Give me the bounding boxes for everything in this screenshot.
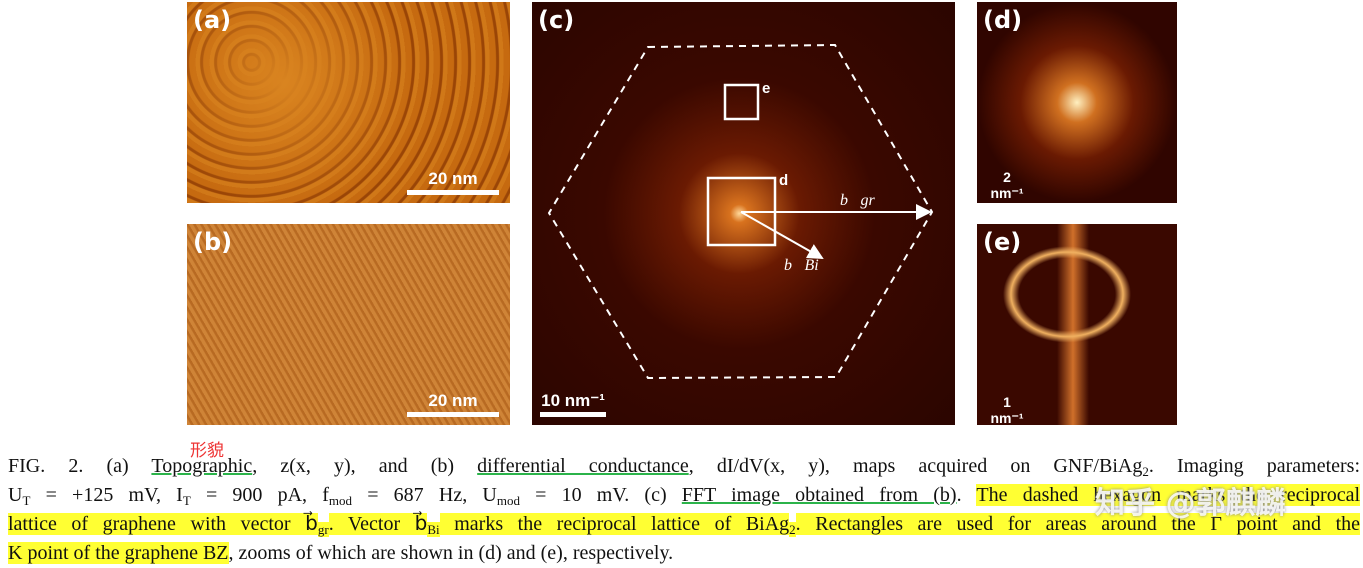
caption-line: lattice of graphene with vector b⃗gr. Ve… — [8, 510, 1361, 539]
caption-text: FIG. 2. (a) — [8, 455, 152, 477]
caption-text: differential conductance — [477, 455, 689, 477]
scale-bar: 1 nm⁻¹ — [985, 394, 1029, 425]
caption-text: 2 — [789, 522, 796, 537]
caption-text: T — [182, 493, 191, 508]
handwritten-note: 形貌 — [190, 441, 224, 461]
caption-text: gr — [317, 522, 329, 537]
vector-label: b⃗Bi — [784, 257, 819, 274]
scale-bar: 2 nm⁻¹ — [985, 169, 1029, 203]
caption-text: marks the reciprocal lattice of BiAg — [439, 513, 790, 535]
panel-c: e d b⃗gr b⃗Bi (c) 10 nm⁻¹ — [532, 2, 955, 425]
box-label: d — [779, 172, 788, 189]
caption-line: UT = +125 mV, IT = 900 pA, fmod = 687 Hz… — [8, 481, 1360, 510]
caption-text: Bi — [427, 522, 440, 537]
caption-text: The dashed hexagon marks the reciprocal — [976, 484, 1360, 506]
caption-text: = 687 Hz, U — [352, 484, 497, 506]
caption-text: . — [956, 484, 977, 506]
scale-bar-label: 20 nm — [428, 391, 478, 410]
caption-text: Topographic — [151, 455, 253, 477]
panel-d: (d) 2 nm⁻¹ — [977, 2, 1177, 203]
panel-b: (b) 20 nm — [187, 224, 510, 425]
watermark: 知乎 @郭麒麟 — [1095, 486, 1286, 521]
caption-text: . Rectangles are used for areas around t… — [795, 513, 1361, 535]
caption-text: mod — [496, 493, 520, 508]
panel-label: (c) — [538, 6, 575, 34]
scale-bar: 10 nm⁻¹ — [540, 391, 606, 417]
panel-e: (e) 1 nm⁻¹ — [977, 224, 1177, 425]
panel-label: (a) — [193, 6, 232, 34]
caption-text: mod — [328, 493, 353, 508]
caption-text: U — [8, 484, 23, 506]
caption-text: = +125 mV, I — [30, 484, 183, 506]
caption-text: = 10 mV. (c) — [519, 484, 682, 506]
caption-line: FIG. 2. (a) Topographic, z(x, y), and (b… — [8, 452, 1360, 481]
caption-text: . Imaging parameters: — [1148, 455, 1361, 477]
scale-bar-label: 1 nm⁻¹ — [990, 394, 1024, 425]
panel-label: (e) — [983, 228, 1022, 256]
panel-label: (b) — [193, 228, 233, 256]
caption-text: FFT image obtained from (b) — [681, 484, 957, 506]
caption-text: , zooms of which are shown in (d) and (e… — [228, 542, 674, 564]
scale-bar-label: 10 nm⁻¹ — [541, 391, 605, 410]
caption-text: . Vector b⃗ — [328, 513, 428, 535]
panel-label: (d) — [983, 6, 1023, 34]
vector-label: b⃗gr — [840, 192, 875, 209]
caption-text: = 900 pA, f — [190, 484, 329, 506]
caption: FIG. 2. (a) Topographic, z(x, y), and (b… — [8, 452, 1361, 568]
caption-text: 2 — [1142, 464, 1149, 479]
caption-text: lattice of graphene with vector b⃗ — [8, 513, 318, 535]
vector-bi — [740, 211, 824, 259]
caption-text: K point of the graphene BZ — [8, 542, 229, 564]
caption-text: T — [22, 493, 31, 508]
scale-bar: 20 nm — [407, 391, 499, 417]
scale-bar-label: 2 nm⁻¹ — [990, 169, 1024, 201]
caption-text: , dI/dV(x, y), maps acquired on GNF/BiAg — [688, 455, 1143, 477]
caption-line: K point of the graphene BZ, zooms of whi… — [8, 539, 1360, 568]
scale-bar-label: 20 nm — [428, 169, 478, 188]
box-label: e — [762, 80, 770, 97]
hexagon — [547, 43, 934, 380]
scale-bar: 20 nm — [407, 169, 499, 195]
fft-overlay: e d b⃗gr b⃗Bi — [547, 43, 934, 380]
caption-text: , z(x, y), and (b) — [252, 455, 478, 477]
panel-a: (a) 20 nm — [187, 2, 510, 203]
box-e — [723, 83, 760, 121]
